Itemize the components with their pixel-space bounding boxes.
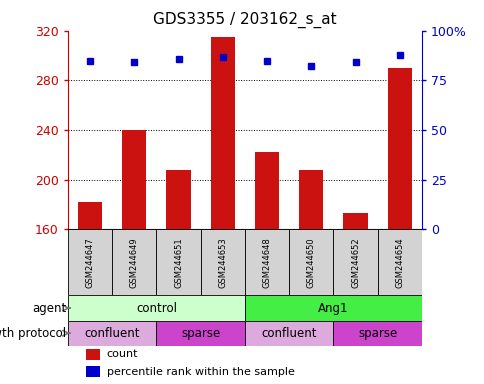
FancyBboxPatch shape xyxy=(244,229,288,295)
Text: GSM244651: GSM244651 xyxy=(174,237,182,288)
Bar xyxy=(210,37,234,229)
FancyBboxPatch shape xyxy=(333,321,421,346)
Text: GSM244654: GSM244654 xyxy=(394,237,404,288)
FancyBboxPatch shape xyxy=(377,229,421,295)
Text: confluent: confluent xyxy=(261,327,316,340)
Text: count: count xyxy=(106,349,138,359)
Text: GSM244649: GSM244649 xyxy=(130,237,138,288)
FancyBboxPatch shape xyxy=(156,229,200,295)
Text: GSM244653: GSM244653 xyxy=(218,237,227,288)
Bar xyxy=(255,152,279,229)
FancyBboxPatch shape xyxy=(200,229,244,295)
Text: growth protocol: growth protocol xyxy=(0,327,66,340)
Text: Ang1: Ang1 xyxy=(318,301,348,314)
Text: agent: agent xyxy=(32,301,66,314)
Text: control: control xyxy=(136,301,177,314)
Text: confluent: confluent xyxy=(84,327,139,340)
FancyBboxPatch shape xyxy=(112,229,156,295)
Bar xyxy=(299,170,323,229)
Text: GSM244648: GSM244648 xyxy=(262,237,271,288)
Bar xyxy=(122,130,146,229)
Bar xyxy=(166,170,190,229)
FancyBboxPatch shape xyxy=(288,229,333,295)
Text: GSM244647: GSM244647 xyxy=(85,237,94,288)
Bar xyxy=(343,213,367,229)
Bar xyxy=(387,68,411,229)
FancyBboxPatch shape xyxy=(333,229,377,295)
Text: percentile rank within the sample: percentile rank within the sample xyxy=(106,367,294,377)
Bar xyxy=(85,366,100,377)
Bar xyxy=(78,202,102,229)
FancyBboxPatch shape xyxy=(244,321,333,346)
Text: sparse: sparse xyxy=(181,327,220,340)
FancyBboxPatch shape xyxy=(68,295,244,321)
Text: GSM244652: GSM244652 xyxy=(350,237,359,288)
FancyBboxPatch shape xyxy=(68,229,112,295)
FancyBboxPatch shape xyxy=(68,321,156,346)
Text: sparse: sparse xyxy=(357,327,396,340)
Bar xyxy=(85,349,100,359)
Title: GDS3355 / 203162_s_at: GDS3355 / 203162_s_at xyxy=(153,12,336,28)
FancyBboxPatch shape xyxy=(244,295,421,321)
Text: GSM244650: GSM244650 xyxy=(306,237,315,288)
FancyBboxPatch shape xyxy=(156,321,244,346)
